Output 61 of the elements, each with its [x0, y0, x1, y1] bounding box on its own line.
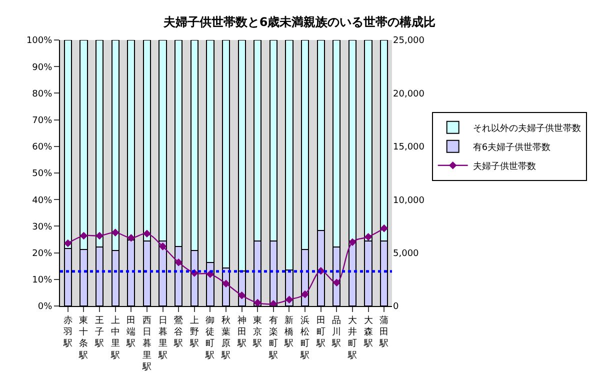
point — [332, 278, 341, 286]
y-tick-label: 10% — [32, 276, 53, 286]
point — [380, 224, 388, 232]
y-tick-label: 20% — [32, 248, 53, 259]
x-tick-label: 西日暮里駅 — [141, 316, 152, 373]
point — [270, 300, 278, 306]
y-tick-label: 50% — [32, 169, 53, 180]
legend-label: それ以外の夫婦子供世帯数 — [472, 122, 581, 134]
y-tick-label: 100% — [26, 36, 53, 46]
y-tick-label: 70% — [32, 116, 53, 126]
x-tick-label: 田町駅 — [315, 316, 326, 350]
y2-tick-label: 20,000 — [393, 89, 425, 100]
x-tick-label: 新橋駅 — [284, 314, 294, 350]
x-tick-label: 御徒町駅 — [204, 314, 215, 361]
point — [254, 298, 262, 306]
y-tick-label: 40% — [32, 196, 53, 206]
y-tick-label: 80% — [32, 89, 53, 100]
x-tick-label: 有楽町駅 — [268, 314, 278, 361]
point — [64, 239, 72, 248]
chart-title: 夫婦子供世帯数と6歳未満親族のいる世帯の構成比 — [162, 14, 436, 29]
x-tick-label: 日暮里駅 — [157, 316, 168, 361]
y-tick-label: 60% — [32, 142, 53, 153]
y-tick-label: 0% — [38, 302, 53, 312]
x-tick-label: 大井町駅 — [346, 314, 357, 361]
y2-tick-label: 10,000 — [393, 196, 425, 206]
point — [127, 234, 136, 242]
x-tick-label: 東京駅 — [252, 314, 262, 350]
x-tick-label: 上中里駅 — [110, 314, 120, 361]
point — [143, 230, 151, 238]
x-tick-label: 秋葉原駅 — [220, 314, 230, 361]
y2-tick-label: 25,000 — [393, 36, 425, 46]
point — [96, 232, 104, 240]
x-tick-label: 上野駅 — [188, 314, 199, 350]
point — [364, 232, 372, 241]
point — [222, 280, 230, 288]
y2-tick-label: 5,000 — [393, 248, 420, 259]
x-tick-label: 蒲田駅 — [378, 314, 389, 350]
x-tick-label: 王子駅 — [94, 316, 104, 350]
y-tick-label: 90% — [32, 62, 53, 73]
legend-label: 夫婦子供世帯数 — [472, 160, 536, 172]
legend-label: 有6夫婦子供世帯数 — [472, 142, 551, 153]
point — [301, 290, 309, 298]
point — [158, 242, 167, 250]
x-tick-label: 東十条駅 — [78, 314, 88, 361]
y2-tick-label: 15,000 — [393, 142, 425, 153]
point — [206, 270, 214, 278]
x-tick-label: 赤羽駅 — [62, 314, 72, 350]
point — [348, 238, 356, 246]
x-tick-label: 神田駅 — [236, 314, 246, 350]
x-tick-label: 田端駅 — [126, 316, 136, 350]
y-tick-label: 30% — [32, 222, 53, 232]
point — [238, 291, 246, 300]
point — [111, 228, 120, 236]
y2-tick-label: 0 — [393, 302, 399, 312]
x-tick-label: 鶯谷駅 — [173, 314, 184, 350]
point — [174, 258, 182, 266]
x-tick-label: 品川駅 — [331, 314, 342, 350]
point — [285, 296, 294, 304]
x-tick-label: 浜松町駅 — [300, 314, 310, 361]
x-tick-label: 大森駅 — [362, 314, 373, 350]
point — [80, 232, 88, 240]
